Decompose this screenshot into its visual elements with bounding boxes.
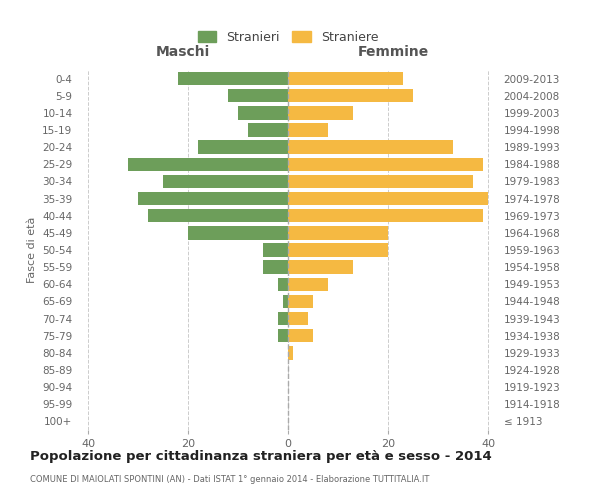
Text: Maschi: Maschi bbox=[156, 45, 210, 59]
Bar bbox=[288, 140, 453, 154]
Bar bbox=[198, 140, 288, 154]
Bar bbox=[163, 174, 288, 188]
Bar bbox=[188, 226, 288, 239]
Text: COMUNE DI MAIOLATI SPONTINI (AN) - Dati ISTAT 1° gennaio 2014 - Elaborazione TUT: COMUNE DI MAIOLATI SPONTINI (AN) - Dati … bbox=[30, 475, 430, 484]
Bar bbox=[288, 209, 483, 222]
Bar bbox=[228, 89, 288, 102]
Bar bbox=[248, 124, 288, 136]
Bar bbox=[288, 158, 483, 171]
Bar bbox=[288, 124, 328, 136]
Bar bbox=[128, 158, 288, 171]
Bar bbox=[138, 192, 288, 205]
Text: Femmine: Femmine bbox=[358, 45, 428, 59]
Bar bbox=[288, 244, 388, 256]
Bar bbox=[288, 192, 488, 205]
Bar bbox=[288, 174, 473, 188]
Bar bbox=[288, 329, 313, 342]
Bar bbox=[263, 260, 288, 274]
Bar bbox=[288, 89, 413, 102]
Bar bbox=[263, 244, 288, 256]
Y-axis label: Fasce di età: Fasce di età bbox=[26, 217, 37, 283]
Bar bbox=[288, 226, 388, 239]
Bar bbox=[278, 278, 288, 291]
Bar bbox=[288, 294, 313, 308]
Bar bbox=[288, 346, 293, 360]
Bar bbox=[278, 312, 288, 326]
Bar bbox=[288, 312, 308, 326]
Bar bbox=[278, 329, 288, 342]
Text: Popolazione per cittadinanza straniera per età e sesso - 2014: Popolazione per cittadinanza straniera p… bbox=[30, 450, 492, 463]
Bar bbox=[178, 72, 288, 86]
Bar bbox=[238, 106, 288, 120]
Bar bbox=[288, 106, 353, 120]
Legend: Stranieri, Straniere: Stranieri, Straniere bbox=[193, 26, 383, 49]
Bar bbox=[148, 209, 288, 222]
Bar bbox=[283, 294, 288, 308]
Bar bbox=[288, 260, 353, 274]
Bar bbox=[288, 278, 328, 291]
Bar bbox=[288, 72, 403, 86]
